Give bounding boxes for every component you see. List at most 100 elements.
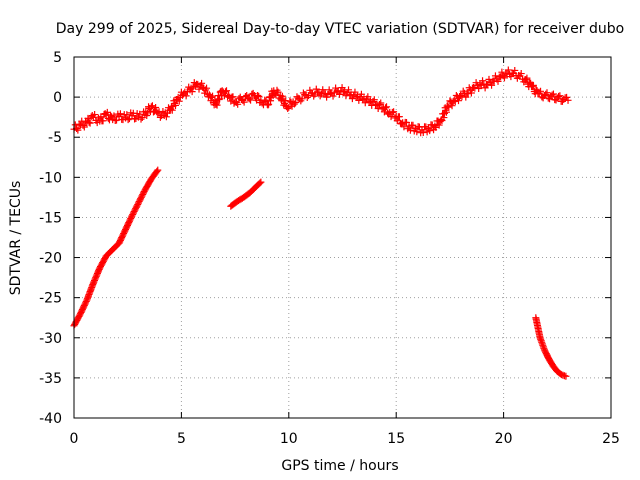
data-point [454,97,462,105]
data-point [522,76,530,84]
data-point [271,90,279,98]
data-point [361,99,369,107]
data-point [137,115,145,123]
data-point [370,96,378,104]
y-tick-label: -25 [39,291,62,307]
data-point [124,116,132,124]
y-axis-label: SDTVAR / TECUs [8,181,24,296]
x-tick-label: 15 [387,431,405,447]
data-point [451,97,459,105]
data-point [329,92,337,100]
data-point [562,372,570,380]
data-point [383,103,391,111]
data-point [563,93,571,101]
data-point [345,86,353,94]
data-point [488,81,496,89]
data-point [256,179,264,187]
data-point [290,100,298,108]
data-point [257,178,265,186]
data-point [216,95,224,103]
data-point [442,108,450,116]
data-point [261,96,269,104]
data-point [123,111,131,119]
data-point [175,97,183,105]
data-point [381,104,389,112]
data-point [498,68,506,76]
data-point [255,92,263,100]
data-point [351,88,359,96]
data-point [470,83,478,91]
data-point [494,77,502,85]
x-tick-label: 25 [602,431,620,447]
data-point [555,92,563,100]
data-point [229,93,237,101]
data-point [542,90,550,98]
series-short-track [227,178,265,210]
data-point [375,100,383,108]
data-point [549,90,557,98]
data-point [532,85,540,93]
data-point [247,96,255,104]
data-point [80,123,88,131]
data-point [285,103,293,111]
data-point [413,128,421,136]
data-point [86,119,94,127]
data-point [168,106,176,114]
data-point [84,114,92,122]
data-point [462,93,470,101]
data-point [406,126,414,134]
data-point [419,129,427,137]
data-point [543,89,551,97]
data-point [298,95,306,103]
data-point [198,79,206,87]
data-point [182,92,190,100]
series-rising-track [70,166,162,330]
data-point [79,121,87,129]
data-point [152,104,160,112]
y-tick-label: -10 [39,170,62,186]
axis-ticks: 0 5 10 15 20 25 5 0 -5 -10 -15 -20 -25 -30 -35 -40 [39,50,620,447]
data-point [500,74,508,82]
x-tick-label: 20 [495,431,513,447]
data-point [286,97,294,105]
data-point [357,90,365,98]
data-point [388,108,396,116]
x-tick-label: 0 [70,431,79,447]
data-point [364,93,372,101]
data-point [154,166,162,174]
y-tick-label: -30 [39,331,62,347]
data-point [348,95,356,103]
data-point [479,77,487,85]
data-point [548,91,556,99]
data-point [445,103,453,111]
x-tick-label: 5 [177,431,186,447]
data-point [511,66,519,74]
data-point [485,75,493,83]
data-point [162,113,170,121]
data-point [147,103,155,111]
data-point [292,99,300,107]
y-tick-label: 5 [53,50,62,66]
data-point [457,92,465,100]
data-point [335,90,343,98]
data-point [284,105,292,113]
y-tick-label: -15 [39,210,62,226]
data-point [240,98,248,106]
data-point [74,126,82,134]
data-point [491,72,499,80]
data-point [537,87,545,95]
data-point [254,92,262,100]
data-point [267,97,275,105]
data-point [319,86,327,94]
x-axis-label: GPS time / hours [281,458,398,474]
data-point [355,96,363,104]
data-point [523,74,531,82]
data-point [154,109,162,117]
data-point [338,84,346,92]
data-point [221,88,229,96]
series-falling-track [532,314,570,380]
data-point [234,100,242,108]
data-point [153,167,161,175]
data-point [556,92,564,100]
